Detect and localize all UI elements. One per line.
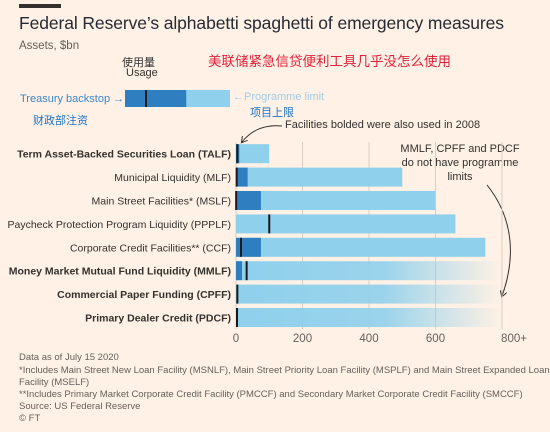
bar-programme-limit — [236, 144, 270, 164]
usage-label: Usage — [126, 67, 158, 79]
note-bold-2008: Facilities bolded were also used in 2008 — [285, 119, 481, 131]
bar-programme-limit — [236, 308, 502, 327]
footnote-date: Data as of July 15 2020 — [19, 352, 119, 363]
footnote-main-street-cont: Facility (MSELF) — [19, 377, 90, 388]
x-tick-label: 200 — [293, 333, 312, 345]
ft-header-bar — [19, 4, 61, 8]
footnote-corporate: **Includes Primary Market Corporate Cred… — [19, 389, 523, 400]
category-label: Primary Dealer Credit (PDCF) — [85, 313, 231, 325]
bar-treasury-backstop — [236, 191, 261, 210]
treasury-backstop-label-cn: 财政部注资 — [33, 115, 88, 127]
bar-treasury-backstop — [236, 261, 242, 281]
legend-treasury-bar — [125, 90, 187, 107]
note-no-limits: MMLF, CPFF and PDCF do not have programm… — [400, 143, 520, 183]
programme-limit-label: ←Programme limit — [233, 91, 325, 103]
bar-programme-limit — [236, 261, 502, 281]
category-label: Corporate Credit Facilities** (CCF) — [70, 242, 231, 254]
category-label: Main Street Facilities* (MSLF) — [92, 196, 231, 208]
usage-label-cn: 使用量 — [122, 57, 155, 69]
bar-programme-limit — [236, 191, 436, 210]
category-label: Municipal Liquidity (MLF) — [114, 172, 231, 184]
bar-programme-limit — [236, 284, 502, 304]
footnote-main-street: *Includes Main Street New Loan Facility … — [19, 365, 550, 376]
bar-programme-limit — [236, 214, 456, 234]
category-label: Term Asset-Backed Securities Loan (TALF) — [17, 149, 231, 161]
category-label: Commercial Paper Funding (CPFF) — [57, 289, 231, 301]
arrow-2008 — [242, 125, 283, 142]
programme-limit-label-cn: 项目上限 — [250, 107, 294, 119]
x-tick-label: 800+ — [501, 333, 527, 345]
bar-treasury-backstop — [236, 167, 248, 187]
arrow-no-limits — [486, 184, 511, 296]
x-tick-label: 0 — [233, 333, 239, 345]
chinese-title: 美联储紧急信贷便利工具几乎没怎么使用 — [208, 54, 451, 69]
bar-treasury-backstop — [236, 237, 261, 257]
treasury-backstop-label: Treasury backstop → — [20, 93, 125, 105]
x-tick-label: 400 — [359, 333, 378, 345]
bar-programme-limit — [236, 237, 486, 257]
bar-programme-limit — [236, 167, 403, 187]
category-label: Money Market Mutual Fund Liquidity (MMLF… — [9, 266, 231, 278]
legend-example — [125, 90, 230, 107]
category-label: Paycheck Protection Program Liquidity (P… — [7, 219, 231, 231]
x-tick-label: 600 — [426, 333, 445, 345]
chart-subtitle: Assets, $bn — [19, 40, 80, 52]
footnote-source: Source: US Federal Reserve — [19, 401, 141, 412]
footnote-copyright: © FT — [19, 413, 41, 424]
chart-title: Federal Reserve’s alphabetti spaghetti o… — [19, 13, 504, 33]
